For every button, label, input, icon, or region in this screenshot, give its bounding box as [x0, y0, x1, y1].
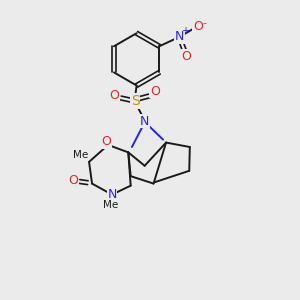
Text: O: O — [193, 20, 203, 33]
Text: N: N — [140, 115, 149, 128]
Text: O: O — [150, 85, 160, 98]
Text: Me: Me — [103, 200, 118, 210]
Text: O: O — [110, 89, 119, 102]
Text: N: N — [175, 30, 184, 43]
Text: O: O — [68, 174, 78, 187]
Text: O: O — [182, 50, 191, 63]
Text: O: O — [102, 135, 112, 148]
Text: -: - — [202, 18, 206, 28]
Text: S: S — [131, 94, 140, 108]
Text: Me: Me — [73, 150, 88, 160]
Text: N: N — [107, 188, 117, 201]
Text: +: + — [181, 26, 188, 36]
